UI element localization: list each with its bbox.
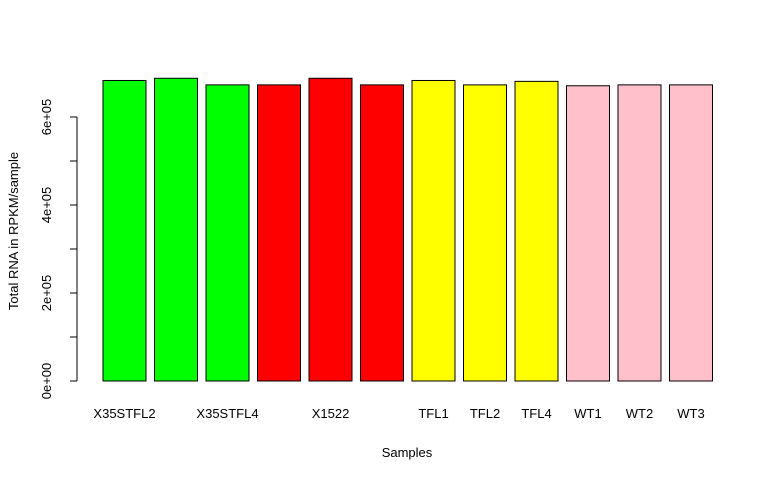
x-category-label: X35STFL2 [93,406,155,421]
x-category-label: WT1 [574,406,601,421]
x-category-label: TFL4 [521,406,551,421]
x-category-label: X35STFL4 [196,406,258,421]
y-axis-title: Total RNA in RPKM/sample [6,152,21,310]
bar-2 [154,77,198,382]
x-category-label: X1522 [312,406,350,421]
bar-1 [102,79,147,382]
x-category-label: WT3 [677,406,704,421]
bar-11 [617,84,662,382]
y-tick-label: 0e+00 [39,363,54,400]
y-tick-label: 6e+05 [39,99,54,136]
bar-10 [566,85,610,382]
bar-7 [411,79,456,382]
x-axis-title: Samples [382,445,433,460]
y-tick-label: 4e+05 [39,187,54,224]
bar-5 [308,77,353,382]
y-axis: 0e+00 2e+05 4e+05 6e+05 [39,99,78,400]
x-category-label: TFL2 [470,406,500,421]
bar-12 [669,84,713,382]
x-category-label: TFL1 [418,406,448,421]
bar-6 [360,84,404,382]
bar-9 [514,80,559,382]
bar-8 [463,84,507,382]
bar-3 [205,84,250,382]
y-tick-label: 2e+05 [39,275,54,312]
x-axis-labels: X35STFL2 X35STFL4 X1522 TFL1 TFL2 TFL4 WT1 WT2 W… [93,406,704,421]
bar-4 [257,84,301,382]
x-category-label: WT2 [626,406,653,421]
bars-group [102,77,713,382]
